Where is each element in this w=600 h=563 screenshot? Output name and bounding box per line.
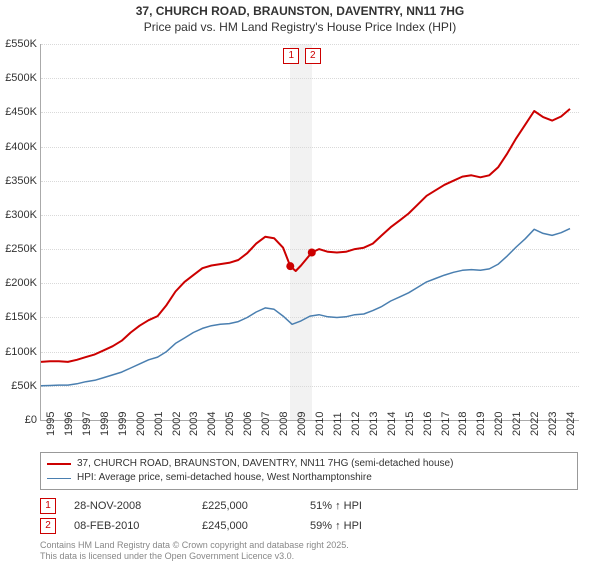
transaction-hpi: 59% ↑ HPI xyxy=(310,520,362,532)
chart-footer-block: 37, CHURCH ROAD, BRAUNSTON, DAVENTRY, NN… xyxy=(40,452,578,563)
legend-swatch xyxy=(47,478,71,479)
sale-marker-label: 2 xyxy=(305,48,321,64)
transaction-price: £225,000 xyxy=(202,500,292,512)
legend-swatch xyxy=(47,463,71,465)
series-line xyxy=(41,229,570,386)
legend-box: 37, CHURCH ROAD, BRAUNSTON, DAVENTRY, NN… xyxy=(40,452,578,490)
y-axis-label: £550K xyxy=(1,38,37,50)
y-axis-label: £200K xyxy=(1,277,37,289)
footer-line1: Contains HM Land Registry data © Crown c… xyxy=(40,540,578,551)
y-axis-label: £300K xyxy=(1,209,37,221)
transaction-badge: 2 xyxy=(40,518,56,534)
chart-plot-area: £0£50K£100K£150K£200K£250K£300K£350K£400… xyxy=(40,44,579,421)
legend-text: 37, CHURCH ROAD, BRAUNSTON, DAVENTRY, NN… xyxy=(77,457,453,471)
legend-row: HPI: Average price, semi-detached house,… xyxy=(47,471,571,485)
sale-point-marker xyxy=(286,262,294,270)
legend-text: HPI: Average price, semi-detached house,… xyxy=(77,471,372,485)
title-block: 37, CHURCH ROAD, BRAUNSTON, DAVENTRY, NN… xyxy=(0,0,600,35)
y-axis-label: £350K xyxy=(1,175,37,187)
y-axis-label: £50K xyxy=(1,380,37,392)
title-line1: 37, CHURCH ROAD, BRAUNSTON, DAVENTRY, NN… xyxy=(0,4,600,20)
y-axis-label: £500K xyxy=(1,72,37,84)
legend-row: 37, CHURCH ROAD, BRAUNSTON, DAVENTRY, NN… xyxy=(47,457,571,471)
sale-point-marker xyxy=(308,249,316,257)
transaction-date: 28-NOV-2008 xyxy=(74,500,184,512)
footer-credits: Contains HM Land Registry data © Crown c… xyxy=(40,540,578,563)
y-axis-label: £0 xyxy=(1,414,37,426)
transaction-row: 1 28-NOV-2008 £225,000 51% ↑ HPI xyxy=(40,496,578,516)
chart-container: 37, CHURCH ROAD, BRAUNSTON, DAVENTRY, NN… xyxy=(0,0,600,560)
title-line2: Price paid vs. HM Land Registry's House … xyxy=(0,20,600,36)
transaction-date: 08-FEB-2010 xyxy=(74,520,184,532)
transactions-list: 1 28-NOV-2008 £225,000 51% ↑ HPI 2 08-FEB-201… xyxy=(40,496,578,536)
transaction-hpi: 51% ↑ HPI xyxy=(310,500,362,512)
series-line xyxy=(41,109,570,362)
sale-marker-label: 1 xyxy=(283,48,299,64)
transaction-badge: 1 xyxy=(40,498,56,514)
y-axis-label: £400K xyxy=(1,141,37,153)
transaction-row: 2 08-FEB-2010 £245,000 59% ↑ HPI xyxy=(40,516,578,536)
plot-svg xyxy=(41,44,579,420)
y-axis-label: £150K xyxy=(1,311,37,323)
y-axis-label: £250K xyxy=(1,243,37,255)
footer-line2: This data is licensed under the Open Gov… xyxy=(40,551,578,562)
transaction-price: £245,000 xyxy=(202,520,292,532)
y-axis-label: £100K xyxy=(1,346,37,358)
y-axis-label: £450K xyxy=(1,106,37,118)
